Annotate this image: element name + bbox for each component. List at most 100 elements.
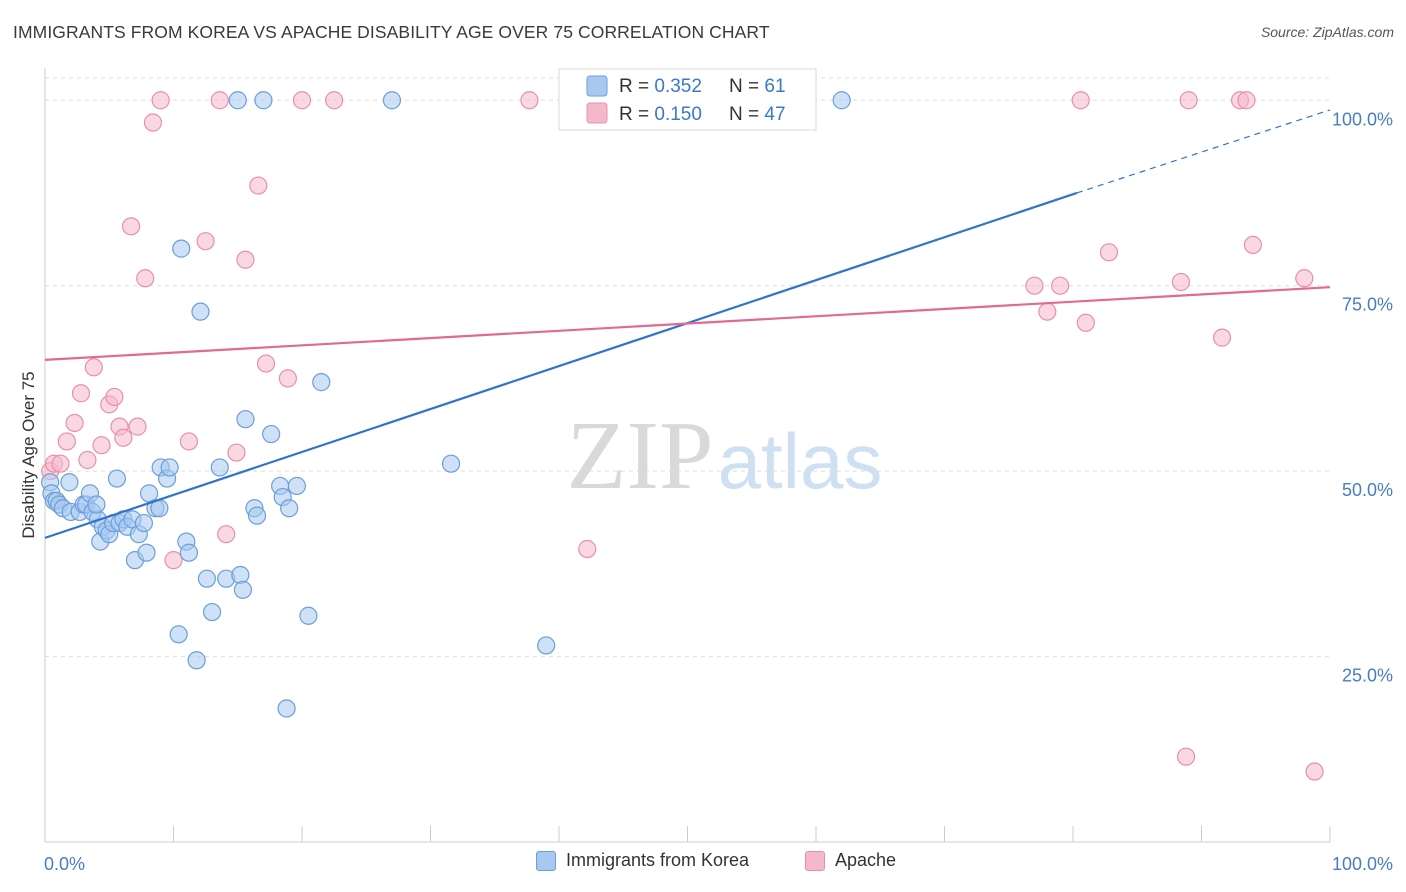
apache-point — [1176, 747, 1196, 766]
apache-point — [179, 432, 199, 451]
korea-point — [187, 651, 206, 670]
korea-point — [537, 636, 556, 655]
korea-point — [160, 458, 179, 477]
korea-point — [441, 454, 461, 473]
korea-point — [191, 302, 210, 321]
apache-point — [92, 436, 111, 455]
apache-r-value: 0.150 — [654, 104, 702, 125]
apache-point — [1025, 276, 1044, 295]
apache-point — [236, 250, 255, 269]
x-tick-label: 0.0% — [44, 854, 85, 874]
apache-point — [164, 551, 183, 570]
korea-trend-line — [44, 191, 1078, 539]
korea-point — [299, 606, 318, 625]
apache-point — [1212, 328, 1232, 347]
korea-point — [210, 458, 229, 477]
korea-point — [312, 373, 331, 392]
korea-point — [60, 473, 79, 492]
apache-point — [1171, 272, 1191, 292]
korea-point — [134, 513, 154, 533]
korea-point — [231, 565, 250, 585]
apache-point — [105, 387, 124, 407]
y-axis-label: Disability Age Over 75 — [19, 371, 38, 538]
svg-text:R = 0.352: R = 0.352 — [619, 76, 702, 97]
korea-n-value: 61 — [764, 76, 785, 97]
korea-swatch — [536, 850, 556, 871]
apache-trend-line — [44, 286, 1331, 361]
korea-point — [236, 410, 255, 429]
korea-point — [382, 91, 402, 110]
korea-point — [172, 239, 191, 258]
korea-trend-extension — [1076, 109, 1331, 194]
apache-point — [1038, 302, 1057, 321]
tick-labels: 25.0% 50.0% 75.0% 100.0% 0.0% 100.0% — [44, 109, 1393, 874]
korea-point — [228, 91, 247, 110]
apache-point — [143, 113, 163, 132]
legend-item-korea[interactable]: Immigrants from Korea — [536, 850, 749, 871]
korea-point — [247, 506, 267, 525]
apache-point — [1099, 243, 1119, 262]
apache-point — [136, 269, 155, 288]
stats-legend: R = 0.352 N = 61 R = 0.150 N = 47 — [558, 68, 817, 131]
axes — [44, 68, 1331, 843]
korea-point — [277, 699, 296, 718]
korea-point — [287, 476, 306, 496]
korea-r-value: 0.352 — [654, 76, 702, 97]
apache-point — [196, 232, 215, 251]
watermark-zip: ZIP — [567, 402, 714, 510]
apache-point — [278, 369, 297, 388]
apache-legend-swatch — [586, 102, 608, 124]
apache-point — [151, 91, 170, 110]
apache-point — [217, 525, 236, 544]
apache-point — [1076, 313, 1095, 332]
apache-point — [578, 539, 597, 559]
korea-points — [41, 91, 851, 718]
apache-point — [128, 417, 147, 436]
apache-point — [57, 432, 76, 451]
apache-n-label: N = — [729, 104, 764, 125]
korea-point — [87, 495, 106, 514]
korea-point — [832, 91, 851, 110]
trend-lines — [44, 109, 1331, 539]
apache-point — [249, 176, 268, 195]
apache-point — [84, 358, 103, 377]
watermark-atlas: atlas — [718, 417, 883, 505]
apache-point — [256, 354, 276, 373]
y-tick-label: 100.0% — [1332, 109, 1393, 129]
apache-swatch — [805, 850, 825, 871]
korea-point — [179, 543, 199, 562]
korea-point — [233, 580, 252, 599]
apache-point — [1305, 762, 1324, 781]
korea-point — [262, 424, 281, 444]
chart-title: IMMIGRANTS FROM KOREA VS APACHE DISABILI… — [13, 22, 770, 42]
korea-point — [254, 91, 273, 110]
apache-point — [78, 450, 97, 470]
korea-point — [280, 499, 299, 518]
apache-point — [325, 91, 344, 110]
apache-point — [121, 217, 141, 236]
legend-label-apache: Apache — [835, 850, 897, 870]
korea-point — [107, 469, 127, 488]
y-tick-label: 75.0% — [1342, 295, 1393, 315]
apache-point — [1179, 91, 1198, 110]
apache-point — [210, 91, 229, 110]
korea-n-label: N = — [729, 76, 764, 97]
korea-point — [202, 602, 222, 622]
apache-point — [292, 91, 312, 110]
series-legend: Immigrants from Korea Apache — [0, 850, 1406, 880]
legend-item-apache[interactable]: Apache — [805, 850, 896, 871]
apache-point — [51, 454, 70, 473]
apache-point — [71, 384, 91, 403]
apache-point — [114, 428, 133, 447]
apache-n-value: 47 — [764, 104, 785, 125]
apache-point — [1295, 269, 1314, 288]
apache-point — [520, 91, 539, 110]
apache-points — [41, 91, 1324, 781]
apache-point — [1237, 91, 1256, 110]
x-tick-label: 100.0% — [1332, 854, 1393, 874]
legend-label-korea: Immigrants from Korea — [566, 850, 750, 870]
korea-legend-swatch — [586, 75, 608, 97]
svg-text:R = 0.150: R = 0.150 — [619, 104, 702, 125]
watermark: ZIP atlas — [567, 402, 883, 510]
